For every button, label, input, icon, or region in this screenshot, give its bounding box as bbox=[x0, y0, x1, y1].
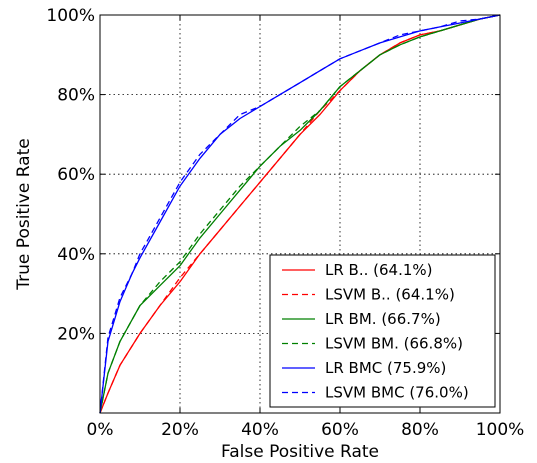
x-tick-label: 80% bbox=[401, 420, 439, 440]
legend-entry: LR B.. (64.1%) bbox=[325, 261, 433, 279]
x-axis-label: False Positive Rate bbox=[221, 442, 379, 462]
x-tick-label: 0% bbox=[87, 420, 114, 440]
y-tick-label: 60% bbox=[57, 165, 95, 185]
legend-box bbox=[269, 254, 496, 408]
series-line bbox=[99, 14, 501, 414]
y-tick-label: 80% bbox=[57, 86, 95, 106]
series-line bbox=[99, 14, 501, 414]
legend-entry: LSVM B.. (64.1%) bbox=[325, 286, 455, 304]
series-lines bbox=[99, 14, 501, 414]
x-tick-label: 20% bbox=[161, 420, 199, 440]
y-tick-label: 100% bbox=[46, 6, 95, 26]
series-line bbox=[99, 14, 501, 414]
legend: LR B.. (64.1%) LSVM B.. (64.1%) LR BM. (66… bbox=[269, 254, 496, 408]
x-tick-label: 40% bbox=[241, 420, 279, 440]
legend-entry: LR BMC (75.9%) bbox=[325, 359, 446, 377]
ticks: 0% 20% 40% 60% 80% 100% 20% 40% 60% 80% 100% bbox=[46, 6, 524, 440]
x-tick-label: 60% bbox=[321, 420, 359, 440]
plot-frame bbox=[99, 14, 501, 414]
legend-entry: LSVM BMC (76.0%) bbox=[325, 384, 469, 402]
series-line bbox=[99, 14, 501, 414]
y-axis-label: True Positive Rate bbox=[14, 138, 34, 290]
legend-entry: LSVM BM. (66.8%) bbox=[325, 335, 463, 353]
y-tick-label: 40% bbox=[57, 245, 95, 265]
legend-entry: LR BM. (66.7%) bbox=[325, 310, 441, 328]
y-tick-label: 20% bbox=[57, 324, 95, 344]
x-tick-label: 100% bbox=[476, 420, 525, 440]
